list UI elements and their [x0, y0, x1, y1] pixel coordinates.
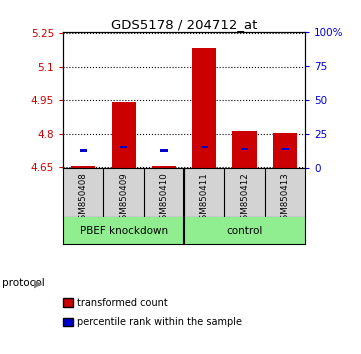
- Text: control: control: [226, 225, 263, 236]
- Text: GSM850410: GSM850410: [160, 172, 169, 225]
- Bar: [184, 217, 305, 244]
- Bar: [160, 149, 168, 152]
- Text: PBEF knockdown: PBEF knockdown: [79, 225, 168, 236]
- Bar: [63, 217, 184, 244]
- Bar: [273, 133, 297, 169]
- Bar: [232, 131, 257, 169]
- Text: transformed count: transformed count: [77, 298, 168, 308]
- Bar: [201, 146, 208, 148]
- Text: GSM850408: GSM850408: [79, 172, 88, 225]
- Text: GSM850411: GSM850411: [200, 172, 209, 225]
- Bar: [281, 148, 288, 150]
- Text: percentile rank within the sample: percentile rank within the sample: [77, 317, 242, 327]
- Text: GSM850413: GSM850413: [280, 172, 290, 225]
- Bar: [80, 149, 87, 152]
- Text: GSM850412: GSM850412: [240, 172, 249, 225]
- Bar: [192, 47, 216, 169]
- Text: protocol: protocol: [2, 278, 44, 288]
- Bar: [241, 148, 248, 150]
- Bar: [71, 166, 95, 169]
- Title: GDS5178 / 204712_at: GDS5178 / 204712_at: [111, 18, 257, 31]
- Bar: [152, 166, 176, 169]
- Bar: [112, 102, 136, 169]
- Bar: [120, 146, 127, 148]
- Text: GSM850409: GSM850409: [119, 172, 128, 225]
- Text: ▶: ▶: [34, 278, 43, 288]
